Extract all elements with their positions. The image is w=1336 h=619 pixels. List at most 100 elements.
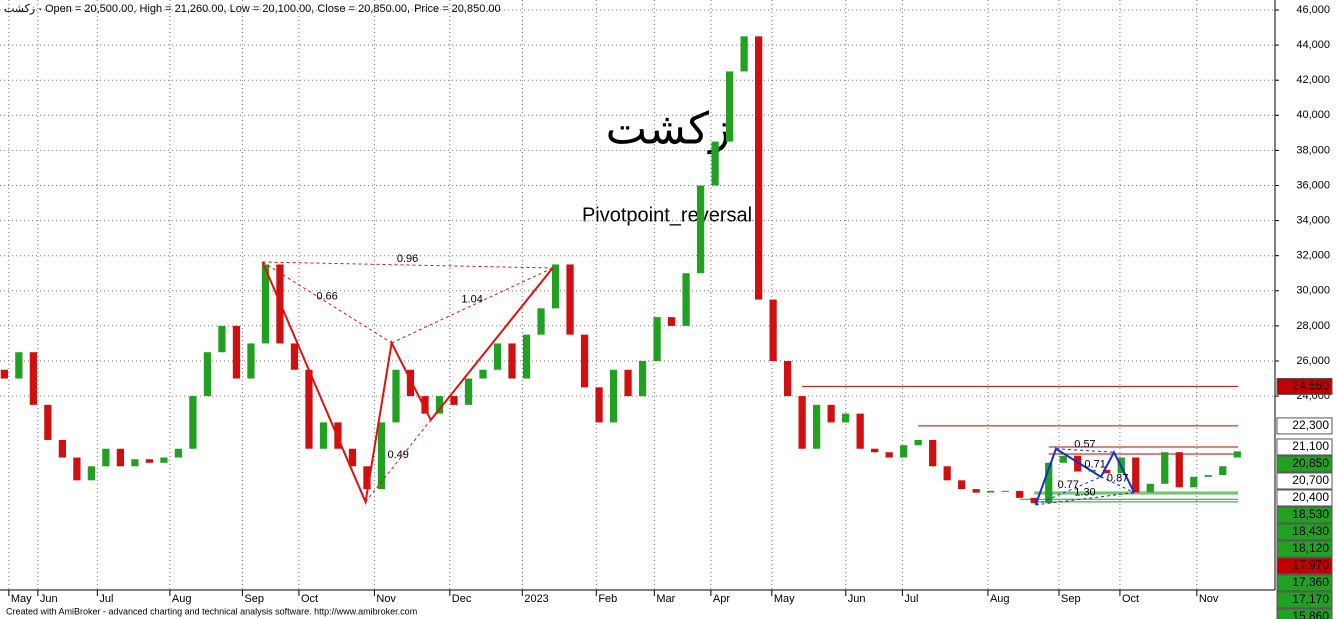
- candle: [609, 369, 618, 423]
- pattern-ratio: 0.57: [1074, 438, 1095, 450]
- level-label: 15,860: [1292, 609, 1329, 619]
- x-tick-label: 2023: [524, 593, 548, 605]
- candle: [740, 36, 748, 72]
- candle: [580, 334, 589, 388]
- x-tick-label: Sep: [244, 593, 264, 605]
- level-box: [1276, 557, 1333, 575]
- level-label: 22,300: [1292, 418, 1329, 432]
- pattern-ratio: 0.96: [397, 253, 418, 265]
- y-tick-label: 30,000: [1296, 285, 1330, 297]
- y-tick-label: 34,000: [1296, 214, 1330, 226]
- x-tick-label: Dec: [452, 593, 472, 605]
- candle: [29, 352, 37, 405]
- candle: [842, 413, 850, 423]
- candle: [189, 396, 197, 449]
- level-label: 18,530: [1292, 507, 1329, 521]
- pattern-ratio-line: [1100, 476, 1135, 494]
- candle: [1001, 490, 1009, 492]
- candle: [1175, 452, 1183, 488]
- y-tick-label: 46,000: [1296, 4, 1330, 16]
- candle: [218, 325, 226, 353]
- pattern-ratio: 1.04: [461, 293, 482, 305]
- study-label: Pivotpoint_reversal: [582, 204, 752, 226]
- candle: [1030, 497, 1038, 504]
- candle: [827, 404, 835, 423]
- candle: [290, 343, 299, 370]
- pattern-ratio: 0.66: [316, 290, 337, 302]
- x-tick-label: May: [11, 593, 32, 605]
- candle: [725, 71, 734, 142]
- candle: [537, 308, 545, 335]
- candle: [1132, 457, 1140, 493]
- candle: [1016, 490, 1024, 498]
- candle: [508, 343, 516, 379]
- pattern-ratio: 0.49: [387, 449, 408, 461]
- candle: [754, 36, 763, 300]
- pattern-ratio-line: [1035, 492, 1135, 506]
- candle: [696, 185, 705, 274]
- candle: [145, 459, 154, 463]
- level-label: 17,970: [1292, 558, 1329, 572]
- level-label: 18,120: [1292, 541, 1329, 555]
- x-tick-label: Oct: [301, 593, 318, 605]
- level-box: [1276, 472, 1333, 490]
- y-tick-label: 38,000: [1296, 144, 1330, 156]
- level-box: [1276, 438, 1333, 456]
- level-label: 20,700: [1292, 473, 1329, 487]
- pattern-ratio: 0.77: [1058, 479, 1079, 491]
- y-tick-label: 36,000: [1296, 179, 1330, 191]
- candle: [73, 457, 81, 481]
- candle: [914, 439, 922, 446]
- footer: Created with AmiBroker - advanced charti…: [6, 606, 417, 616]
- candle: [682, 273, 690, 326]
- candle: [203, 352, 212, 397]
- chart-title: زکشت - Open = 20,500.00, High = 21,260.0…: [4, 3, 410, 15]
- candle: [885, 452, 893, 458]
- candle: [421, 396, 429, 414]
- candle: [232, 325, 241, 379]
- x-tick-label: Jun: [848, 593, 866, 605]
- level-box: [1276, 574, 1333, 592]
- x-tick-label: Aug: [172, 593, 192, 605]
- level-box: [1276, 608, 1333, 619]
- level-label: 21,100: [1292, 439, 1329, 453]
- candle: [769, 299, 777, 361]
- candle: [377, 422, 386, 490]
- candle: [624, 369, 632, 397]
- candle: [638, 360, 647, 397]
- x-tick-label: Apr: [713, 593, 730, 605]
- pattern-ratio-line: [262, 261, 392, 344]
- candle: [958, 480, 966, 490]
- candle: [160, 457, 168, 463]
- candle: [464, 378, 473, 405]
- x-tick-label: Oct: [1122, 593, 1139, 605]
- candle: [363, 466, 371, 490]
- candle: [667, 317, 676, 326]
- candle: [116, 448, 125, 467]
- candle: [856, 413, 864, 449]
- candle: [450, 396, 458, 405]
- candle: [522, 334, 531, 379]
- level-box: [1276, 377, 1333, 395]
- y-tick-label: 26,000: [1296, 355, 1330, 367]
- level-box: [1276, 506, 1333, 524]
- candle: [435, 396, 444, 414]
- candle: [319, 422, 328, 449]
- candle: [1204, 475, 1212, 477]
- candle: [131, 459, 139, 467]
- level-label: 20,850: [1292, 456, 1329, 470]
- y-tick-label: 42,000: [1296, 74, 1330, 86]
- x-tick-label: Jun: [40, 593, 58, 605]
- pattern-ratio: 1.30: [1074, 487, 1095, 499]
- x-tick-label: Feb: [598, 593, 617, 605]
- candle: [1074, 455, 1082, 472]
- pattern-ratio-line: [1055, 448, 1115, 453]
- pattern-ratio: 0.71: [1084, 459, 1105, 471]
- candle: [44, 404, 52, 440]
- candle: [15, 352, 23, 379]
- x-tick-label: Aug: [990, 593, 1010, 605]
- candle: [87, 466, 96, 481]
- x-tick-label: Jul: [99, 593, 113, 605]
